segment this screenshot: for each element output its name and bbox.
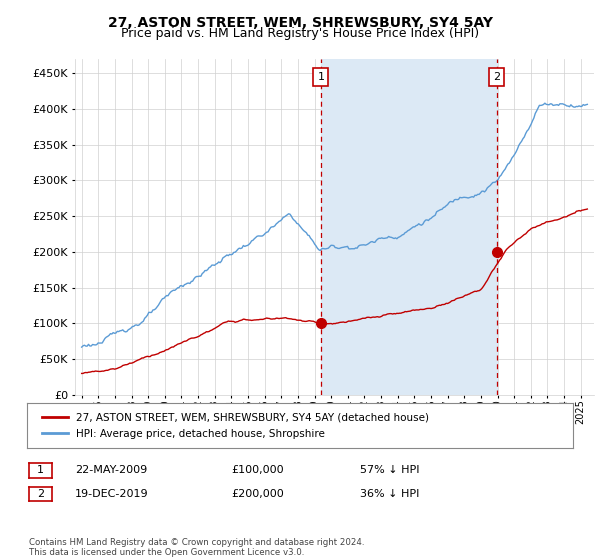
Text: Price paid vs. HM Land Registry's House Price Index (HPI): Price paid vs. HM Land Registry's House … [121, 27, 479, 40]
Text: 36% ↓ HPI: 36% ↓ HPI [360, 489, 419, 499]
Text: 57% ↓ HPI: 57% ↓ HPI [360, 465, 419, 475]
Text: 2: 2 [37, 489, 44, 499]
Text: 19-DEC-2019: 19-DEC-2019 [75, 489, 149, 499]
Text: £200,000: £200,000 [231, 489, 284, 499]
Bar [321, 59, 497, 395]
Text: 1: 1 [317, 72, 325, 82]
Legend: 27, ASTON STREET, WEM, SHREWSBURY, SY4 5AY (detached house), HPI: Average price,: 27, ASTON STREET, WEM, SHREWSBURY, SY4 5… [38, 408, 433, 443]
Text: £100,000: £100,000 [231, 465, 284, 475]
Text: 1: 1 [37, 465, 44, 475]
Text: 22-MAY-2009: 22-MAY-2009 [75, 465, 147, 475]
Text: Contains HM Land Registry data © Crown copyright and database right 2024.
This d: Contains HM Land Registry data © Crown c… [29, 538, 364, 557]
Text: 27, ASTON STREET, WEM, SHREWSBURY, SY4 5AY: 27, ASTON STREET, WEM, SHREWSBURY, SY4 5… [107, 16, 493, 30]
Text: 2: 2 [493, 72, 500, 82]
